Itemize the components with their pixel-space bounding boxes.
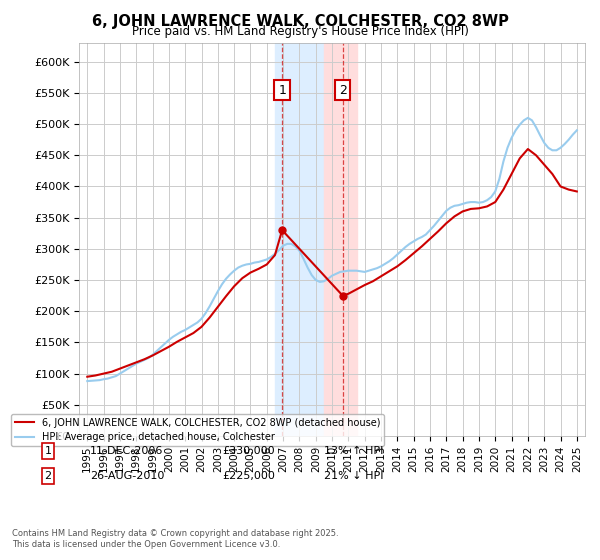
Text: 1: 1 <box>44 446 52 456</box>
Text: 2: 2 <box>44 471 52 481</box>
Text: £225,000: £225,000 <box>222 471 275 481</box>
Text: £330,000: £330,000 <box>222 446 275 456</box>
Text: 26-AUG-2010: 26-AUG-2010 <box>90 471 164 481</box>
Bar <box>324 43 356 436</box>
Text: 13% ↑ HPI: 13% ↑ HPI <box>324 446 383 456</box>
Text: 21% ↓ HPI: 21% ↓ HPI <box>324 471 383 481</box>
Text: 6, JOHN LAWRENCE WALK, COLCHESTER, CO2 8WP: 6, JOHN LAWRENCE WALK, COLCHESTER, CO2 8… <box>92 14 508 29</box>
Text: 11-DEC-2006: 11-DEC-2006 <box>90 446 163 456</box>
Bar <box>275 43 324 436</box>
Text: Price paid vs. HM Land Registry's House Price Index (HPI): Price paid vs. HM Land Registry's House … <box>131 25 469 38</box>
Text: 2: 2 <box>339 83 347 97</box>
Text: 1: 1 <box>278 83 286 97</box>
Text: Contains HM Land Registry data © Crown copyright and database right 2025.
This d: Contains HM Land Registry data © Crown c… <box>12 529 338 549</box>
Legend: 6, JOHN LAWRENCE WALK, COLCHESTER, CO2 8WP (detached house), HPI: Average price,: 6, JOHN LAWRENCE WALK, COLCHESTER, CO2 8… <box>11 414 385 446</box>
